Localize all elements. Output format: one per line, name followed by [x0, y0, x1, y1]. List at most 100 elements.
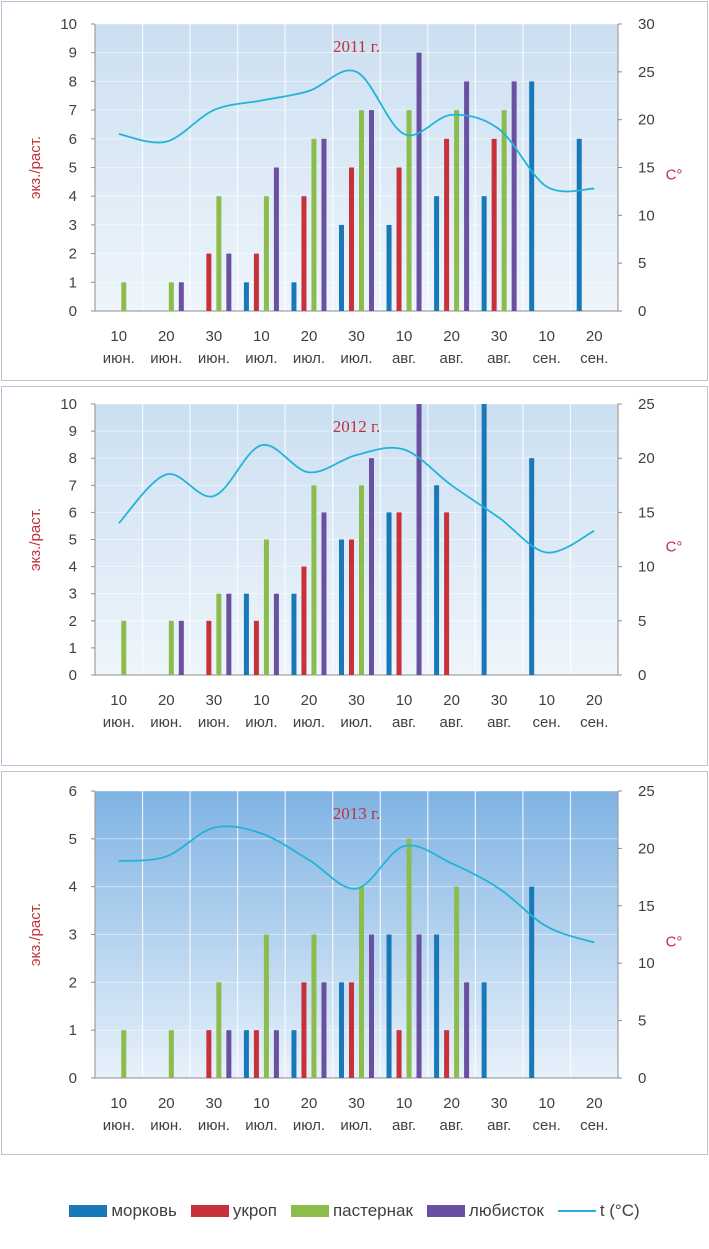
bar-lovage [273, 167, 279, 311]
bar-parsnip [359, 110, 364, 311]
bar-lovage [321, 512, 327, 675]
y-tick-label: 1 [69, 1022, 77, 1039]
chart-title: 2012 г. [333, 417, 381, 436]
y-tick-label: 6 [69, 131, 77, 148]
chart-svg: 0 1 2 3 4 5 6 7 8 9 10 0 5 10 15 20 25 10 июн. 20 июн. 30 июн.… [27, 396, 682, 731]
bar-dill [444, 138, 450, 311]
bar-parsnip [311, 934, 317, 1078]
bar-parsnip [121, 282, 127, 311]
x-tick-day: 10 [110, 692, 127, 709]
y2-tick-label: 0 [638, 1070, 646, 1087]
bar-dill [349, 167, 354, 311]
bar-dill [396, 167, 402, 311]
bar-dill [396, 512, 402, 675]
bar-carrot [291, 1030, 297, 1078]
chart-2013: 0 1 2 3 4 5 6 0 5 10 15 20 25 10 июн. 20 июн. 30 июн. 10 июл… [1, 771, 708, 1155]
x-tick-day: 20 [586, 328, 603, 345]
temperature-line [118, 444, 595, 554]
bar-carrot [243, 282, 249, 311]
y2-tick-label: 20 [638, 840, 655, 857]
y-tick-label: 6 [69, 504, 77, 521]
bar-parsnip [216, 593, 222, 675]
legend-item-carrot: морковь [69, 1201, 177, 1221]
y2-tick-label: 0 [638, 303, 646, 320]
x-tick-month: сен. [533, 350, 561, 367]
y2-tick-label: 25 [638, 396, 655, 413]
bar-carrot [434, 485, 440, 675]
legend-label-carrot: морковь [111, 1201, 177, 1220]
y-tick-label: 5 [69, 532, 77, 549]
bar-carrot [576, 138, 582, 311]
x-tick-day: 10 [110, 1095, 127, 1112]
y2-tick-label: 25 [638, 783, 655, 800]
bar-lovage [226, 593, 232, 675]
x-tick-month: авг. [487, 714, 511, 731]
x-tick-month: сен. [580, 350, 608, 367]
legend-item-temp: t (°C) [557, 1201, 640, 1221]
y-tick-label: 0 [69, 667, 77, 684]
x-tick-day: 20 [158, 1095, 175, 1112]
legend-swatch-lovage [426, 1205, 465, 1217]
y-tick-label: 10 [60, 16, 77, 33]
y-tick-label: 8 [69, 450, 77, 467]
legend-swatch-parsnip [290, 1205, 329, 1217]
x-tick-day: 10 [538, 328, 555, 345]
y-tick-label: 3 [69, 217, 77, 234]
bar-dill [444, 1030, 450, 1078]
legend-swatch-temp [557, 1210, 596, 1212]
x-tick-month: авг. [392, 1117, 416, 1134]
x-tick-day: 30 [348, 328, 365, 345]
legend-label-lovage: любисток [468, 1201, 544, 1220]
y-tick-label: 7 [69, 102, 77, 119]
y2-tick-label: 5 [638, 1013, 646, 1030]
bar-dill [301, 196, 307, 311]
x-tick-day: 20 [586, 1095, 603, 1112]
bar-carrot [386, 934, 392, 1078]
chart-svg: 0 1 2 3 4 5 6 7 8 9 10 0 5 10 15 20 25 30 10 июн. 20 июн. 30 ию… [27, 16, 682, 367]
chart-2012: 0 1 2 3 4 5 6 7 8 9 10 0 5 10 15 20 25 10 июн. 20 июн. 30 июн.… [1, 386, 708, 766]
y-tick-label: 0 [69, 1070, 77, 1087]
y-axis-title: экз./раст. [27, 508, 44, 571]
y2-tick-label: 5 [638, 255, 646, 272]
legend-label-dill: укроп [232, 1201, 277, 1220]
chart-title: 2013 г. [333, 804, 381, 823]
y2-tick-label: 10 [638, 207, 655, 224]
bar-parsnip [121, 620, 127, 675]
bar-carrot [529, 81, 535, 312]
bar-parsnip [501, 110, 507, 311]
x-tick-month: июл. [293, 714, 325, 731]
x-tick-month: авг. [392, 714, 416, 731]
x-tick-day: 30 [491, 328, 508, 345]
y-tick-label: 2 [69, 613, 77, 630]
legend-label-temp: t (°C) [599, 1201, 640, 1220]
bar-carrot [339, 224, 344, 311]
x-tick-day: 20 [443, 328, 460, 345]
x-tick-day: 10 [253, 692, 270, 709]
bar-lovage [416, 52, 422, 311]
bar-parsnip [168, 282, 174, 311]
bar-carrot [339, 982, 344, 1078]
bar-dill [301, 566, 307, 675]
bar-lovage [178, 282, 184, 311]
x-tick-month: авг. [440, 714, 464, 731]
y-tick-label: 9 [69, 423, 77, 440]
x-tick-month: июн. [150, 350, 182, 367]
bar-carrot [529, 886, 535, 1078]
x-tick-month: июл. [245, 350, 277, 367]
bar-lovage [464, 982, 470, 1078]
x-tick-month: июн. [198, 1117, 230, 1134]
bar-lovage [226, 253, 232, 311]
bar-lovage [369, 110, 374, 311]
bar-parsnip [359, 485, 364, 675]
bar-parsnip [168, 1030, 174, 1078]
y-tick-label: 3 [69, 586, 77, 603]
x-tick-month: июн. [150, 714, 182, 731]
bar-parsnip [263, 196, 269, 311]
legend-label-parsnip: пастернак [332, 1201, 413, 1220]
y-tick-label: 2 [69, 246, 77, 263]
y-tick-label: 4 [69, 188, 77, 205]
bar-dill [491, 138, 497, 311]
bar-carrot [481, 196, 487, 311]
bar-dill [206, 1030, 212, 1078]
y-tick-label: 5 [69, 160, 77, 177]
